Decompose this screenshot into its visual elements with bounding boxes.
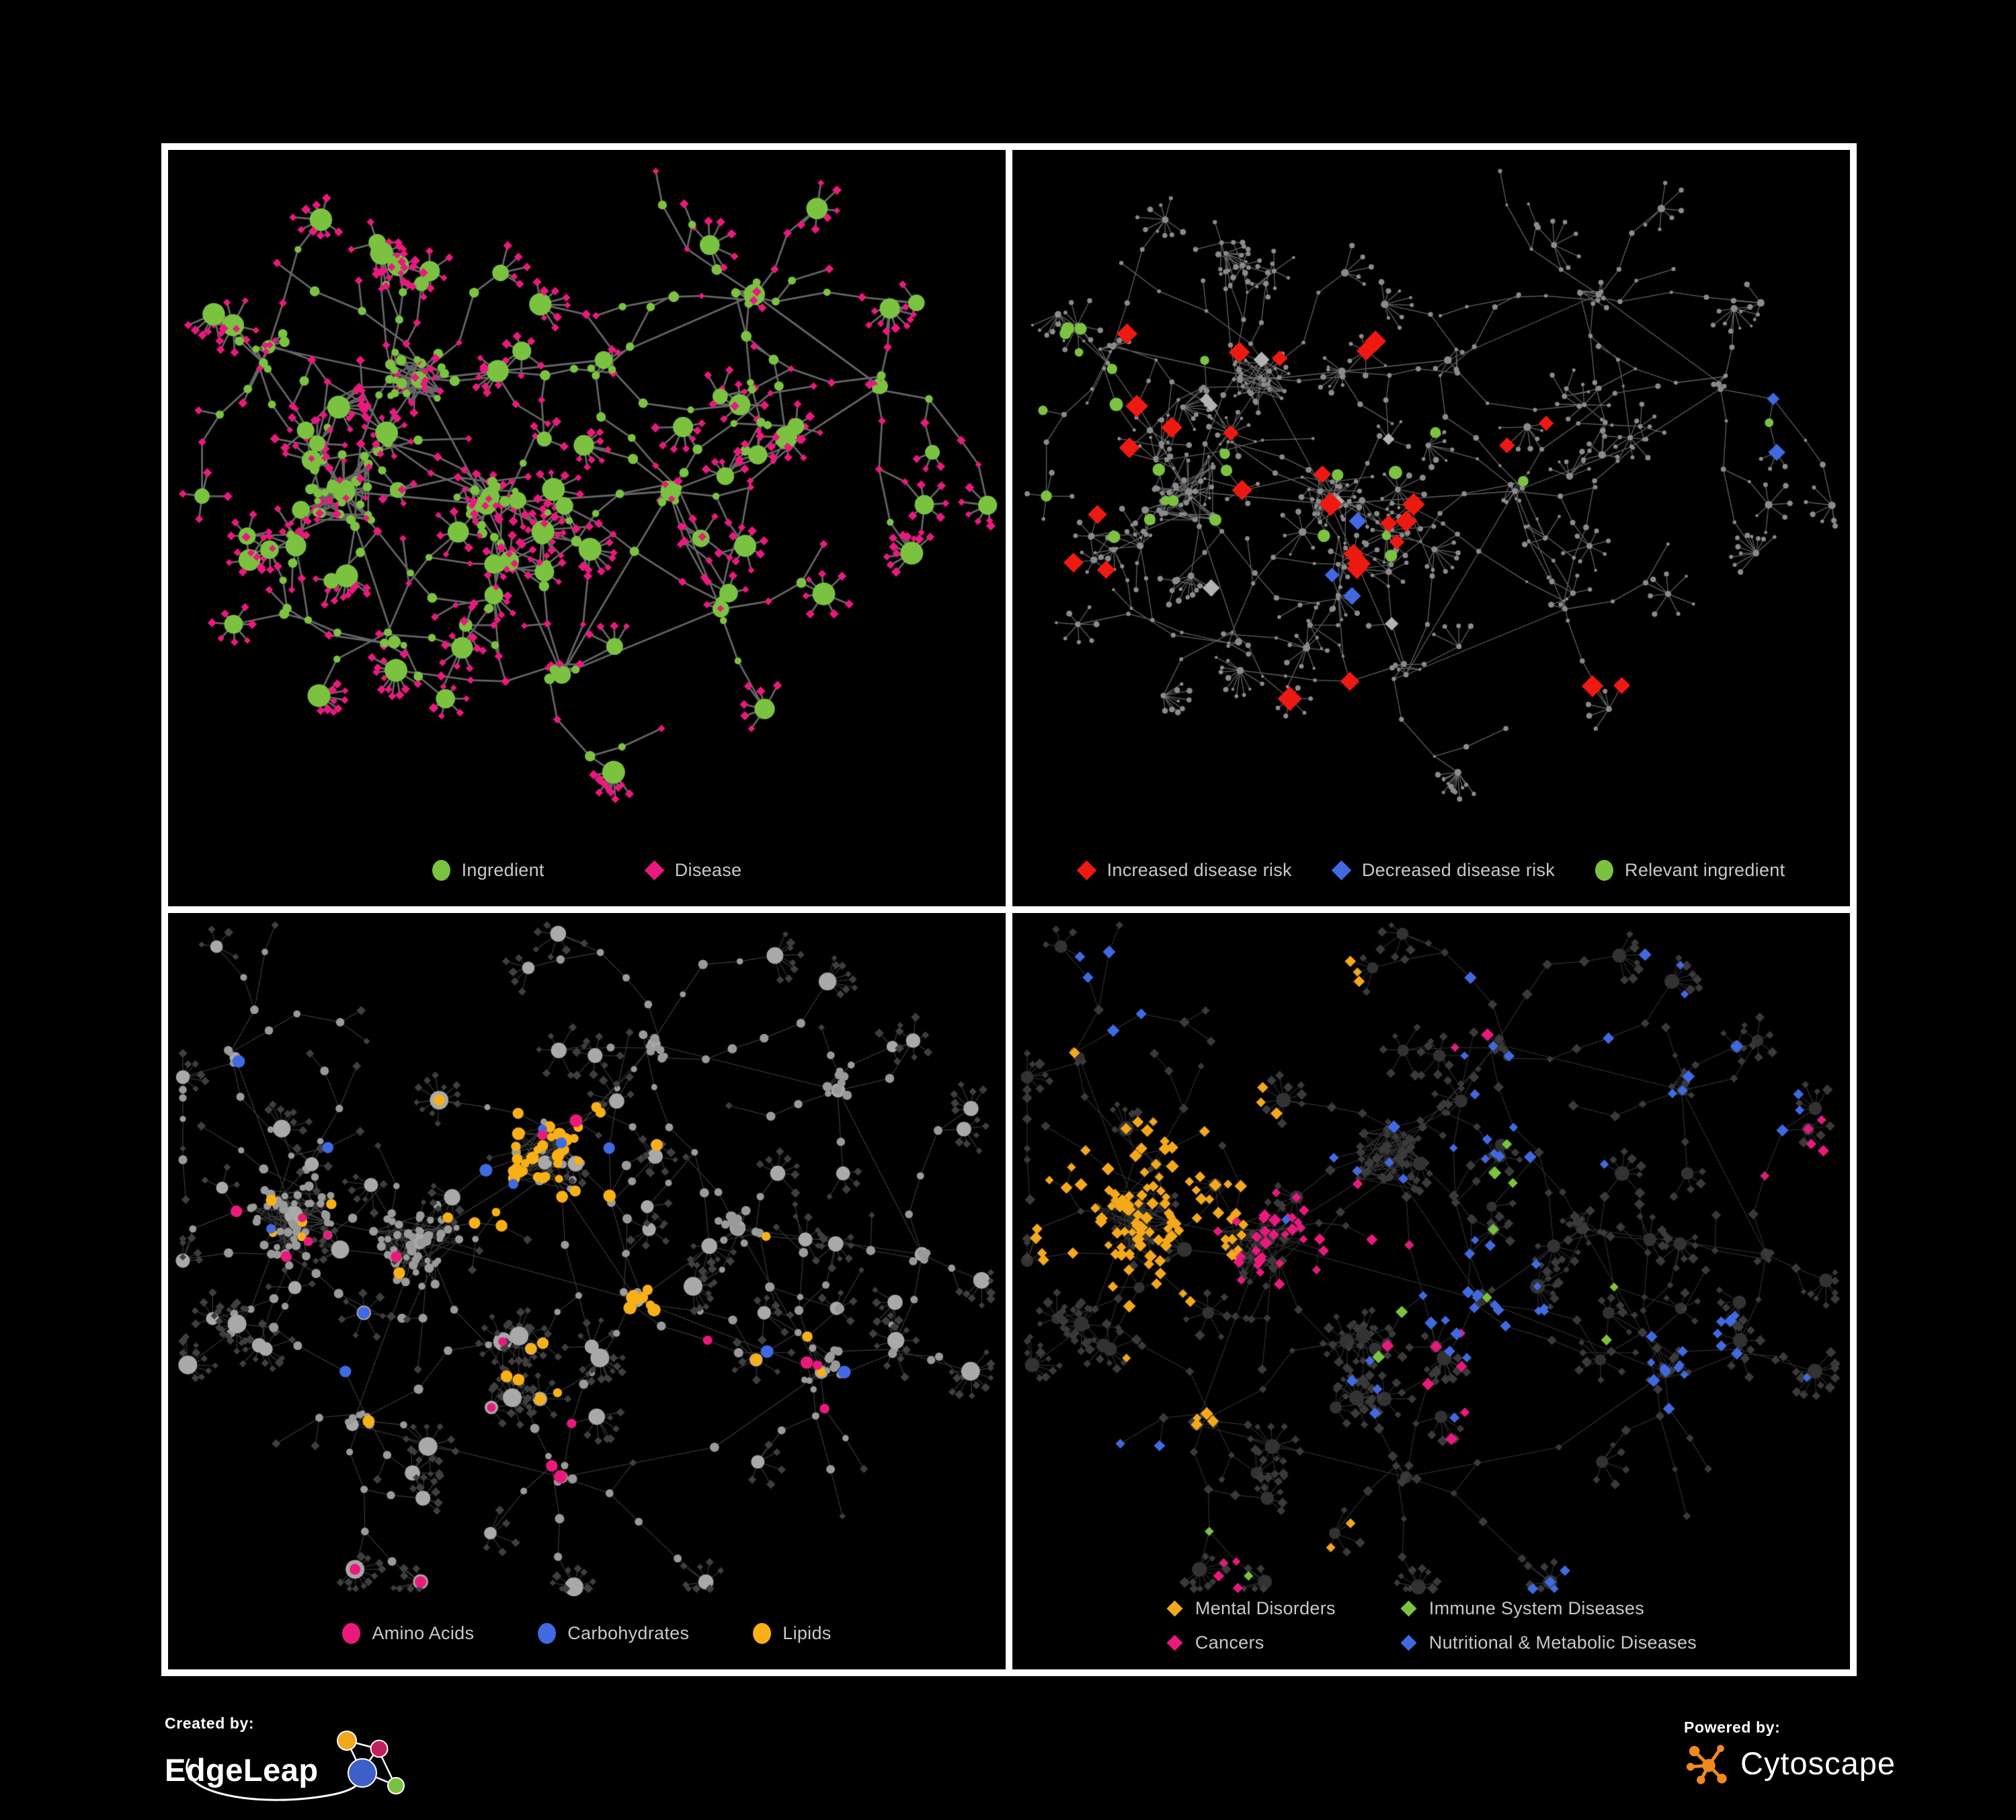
circle-marker-icon <box>1595 860 1614 881</box>
diamond-marker-icon <box>1166 1600 1183 1617</box>
circle-marker-icon <box>342 1623 361 1644</box>
circle-marker-icon <box>538 1623 557 1644</box>
legend-label: Carbohydrates <box>567 1623 690 1643</box>
edgeleap-swoosh <box>186 1758 364 1801</box>
edgeleap-node-magenta <box>370 1739 389 1758</box>
network-panels-grid: Ingredient Disease Increased disease ris… <box>161 143 1857 1676</box>
legend-item-cancers: Cancers <box>1166 1632 1336 1653</box>
cytoscape-wordmark: Cytoscape <box>1740 1745 1896 1781</box>
legend-item-increased-risk: Increased disease risk <box>1076 860 1292 881</box>
panel-ingredient-disease: Ingredient Disease <box>168 150 1006 906</box>
edgeleap-credit: Created by: EdgeLeap <box>165 1714 414 1805</box>
network-graph-disease-categories <box>1012 913 1850 1669</box>
legend-label: Ingredient <box>461 860 545 880</box>
legend-ingredient-disease: Ingredient Disease <box>168 860 1006 881</box>
powered-by-label: Powered by: <box>1684 1718 1781 1736</box>
legend-label: Nutritional & Metabolic Diseases <box>1428 1632 1697 1653</box>
legend-item-lipids: Lipids <box>753 1623 831 1644</box>
cytoscape-credit: Powered by: Cytoscape <box>1684 1718 1896 1788</box>
legend-item-mental-disorders: Mental Disorders <box>1166 1598 1336 1619</box>
legend-item-relevant-ingredient: Relevant ingredient <box>1595 860 1785 881</box>
legend-label: Mental Disorders <box>1195 1598 1336 1618</box>
legend-item-immune-system-diseases: Immune System Diseases <box>1400 1598 1697 1619</box>
panel-disease-categories: Mental Disorders Immune System Diseases … <box>1012 913 1850 1669</box>
network-graph-ingredient-disease <box>168 150 1006 906</box>
legend-disease-risk: Increased disease risk Decreased disease… <box>1012 860 1850 881</box>
legend-label: Amino Acids <box>372 1623 475 1643</box>
edgeleap-node-blue <box>347 1758 377 1788</box>
edgeleap-wordmark: EdgeLeap <box>165 1752 319 1788</box>
network-graph-nutrient-classes <box>168 913 1006 1669</box>
legend-label: Increased disease risk <box>1106 860 1292 880</box>
legend-label: Disease <box>674 860 742 880</box>
legend-item-nutritional-metabolic-diseases: Nutritional & Metabolic Diseases <box>1400 1632 1697 1653</box>
diamond-marker-icon <box>1400 1600 1417 1617</box>
edgeleap-node-green <box>387 1777 405 1794</box>
circle-marker-icon <box>753 1623 772 1644</box>
diamond-marker-icon <box>1331 860 1352 881</box>
legend-item-amino-acids: Amino Acids <box>342 1623 474 1644</box>
legend-disease-categories: Mental Disorders Immune System Diseases … <box>1012 1598 1850 1653</box>
network-graph-disease-risk <box>1012 150 1850 906</box>
edgeleap-logo-icon <box>186 1731 405 1801</box>
diamond-marker-icon <box>1166 1634 1183 1651</box>
legend-item-decreased-risk: Decreased disease risk <box>1331 860 1556 881</box>
cytoscape-logo-icon <box>1686 1745 1727 1784</box>
circle-marker-icon <box>432 860 450 881</box>
diamond-marker-icon <box>1400 1634 1417 1651</box>
panel-disease-risk: Increased disease risk Decreased disease… <box>1012 150 1850 906</box>
diamond-marker-icon <box>644 860 665 881</box>
legend-label: Decreased disease risk <box>1361 860 1556 880</box>
legend-item-ingredient: Ingredient <box>432 860 545 881</box>
diamond-marker-icon <box>1076 860 1096 881</box>
legend-label: Lipids <box>782 1623 832 1643</box>
legend-nutrient-classes: Amino Acids Carbohydrates Lipids <box>168 1623 1006 1644</box>
panel-nutrient-classes: Amino Acids Carbohydrates Lipids <box>168 913 1006 1669</box>
edgeleap-node-orange <box>336 1731 357 1751</box>
legend-label: Relevant ingredient <box>1625 860 1785 880</box>
legend-item-carbohydrates: Carbohydrates <box>538 1623 689 1644</box>
created-by-label: Created by: <box>165 1714 255 1732</box>
legend-label: Cancers <box>1195 1632 1264 1653</box>
legend-item-disease: Disease <box>644 860 742 881</box>
legend-label: Immune System Diseases <box>1428 1598 1644 1618</box>
